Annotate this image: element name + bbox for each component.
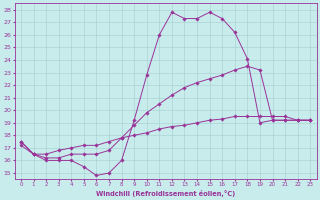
X-axis label: Windchill (Refroidissement éolien,°C): Windchill (Refroidissement éolien,°C) [96, 190, 235, 197]
